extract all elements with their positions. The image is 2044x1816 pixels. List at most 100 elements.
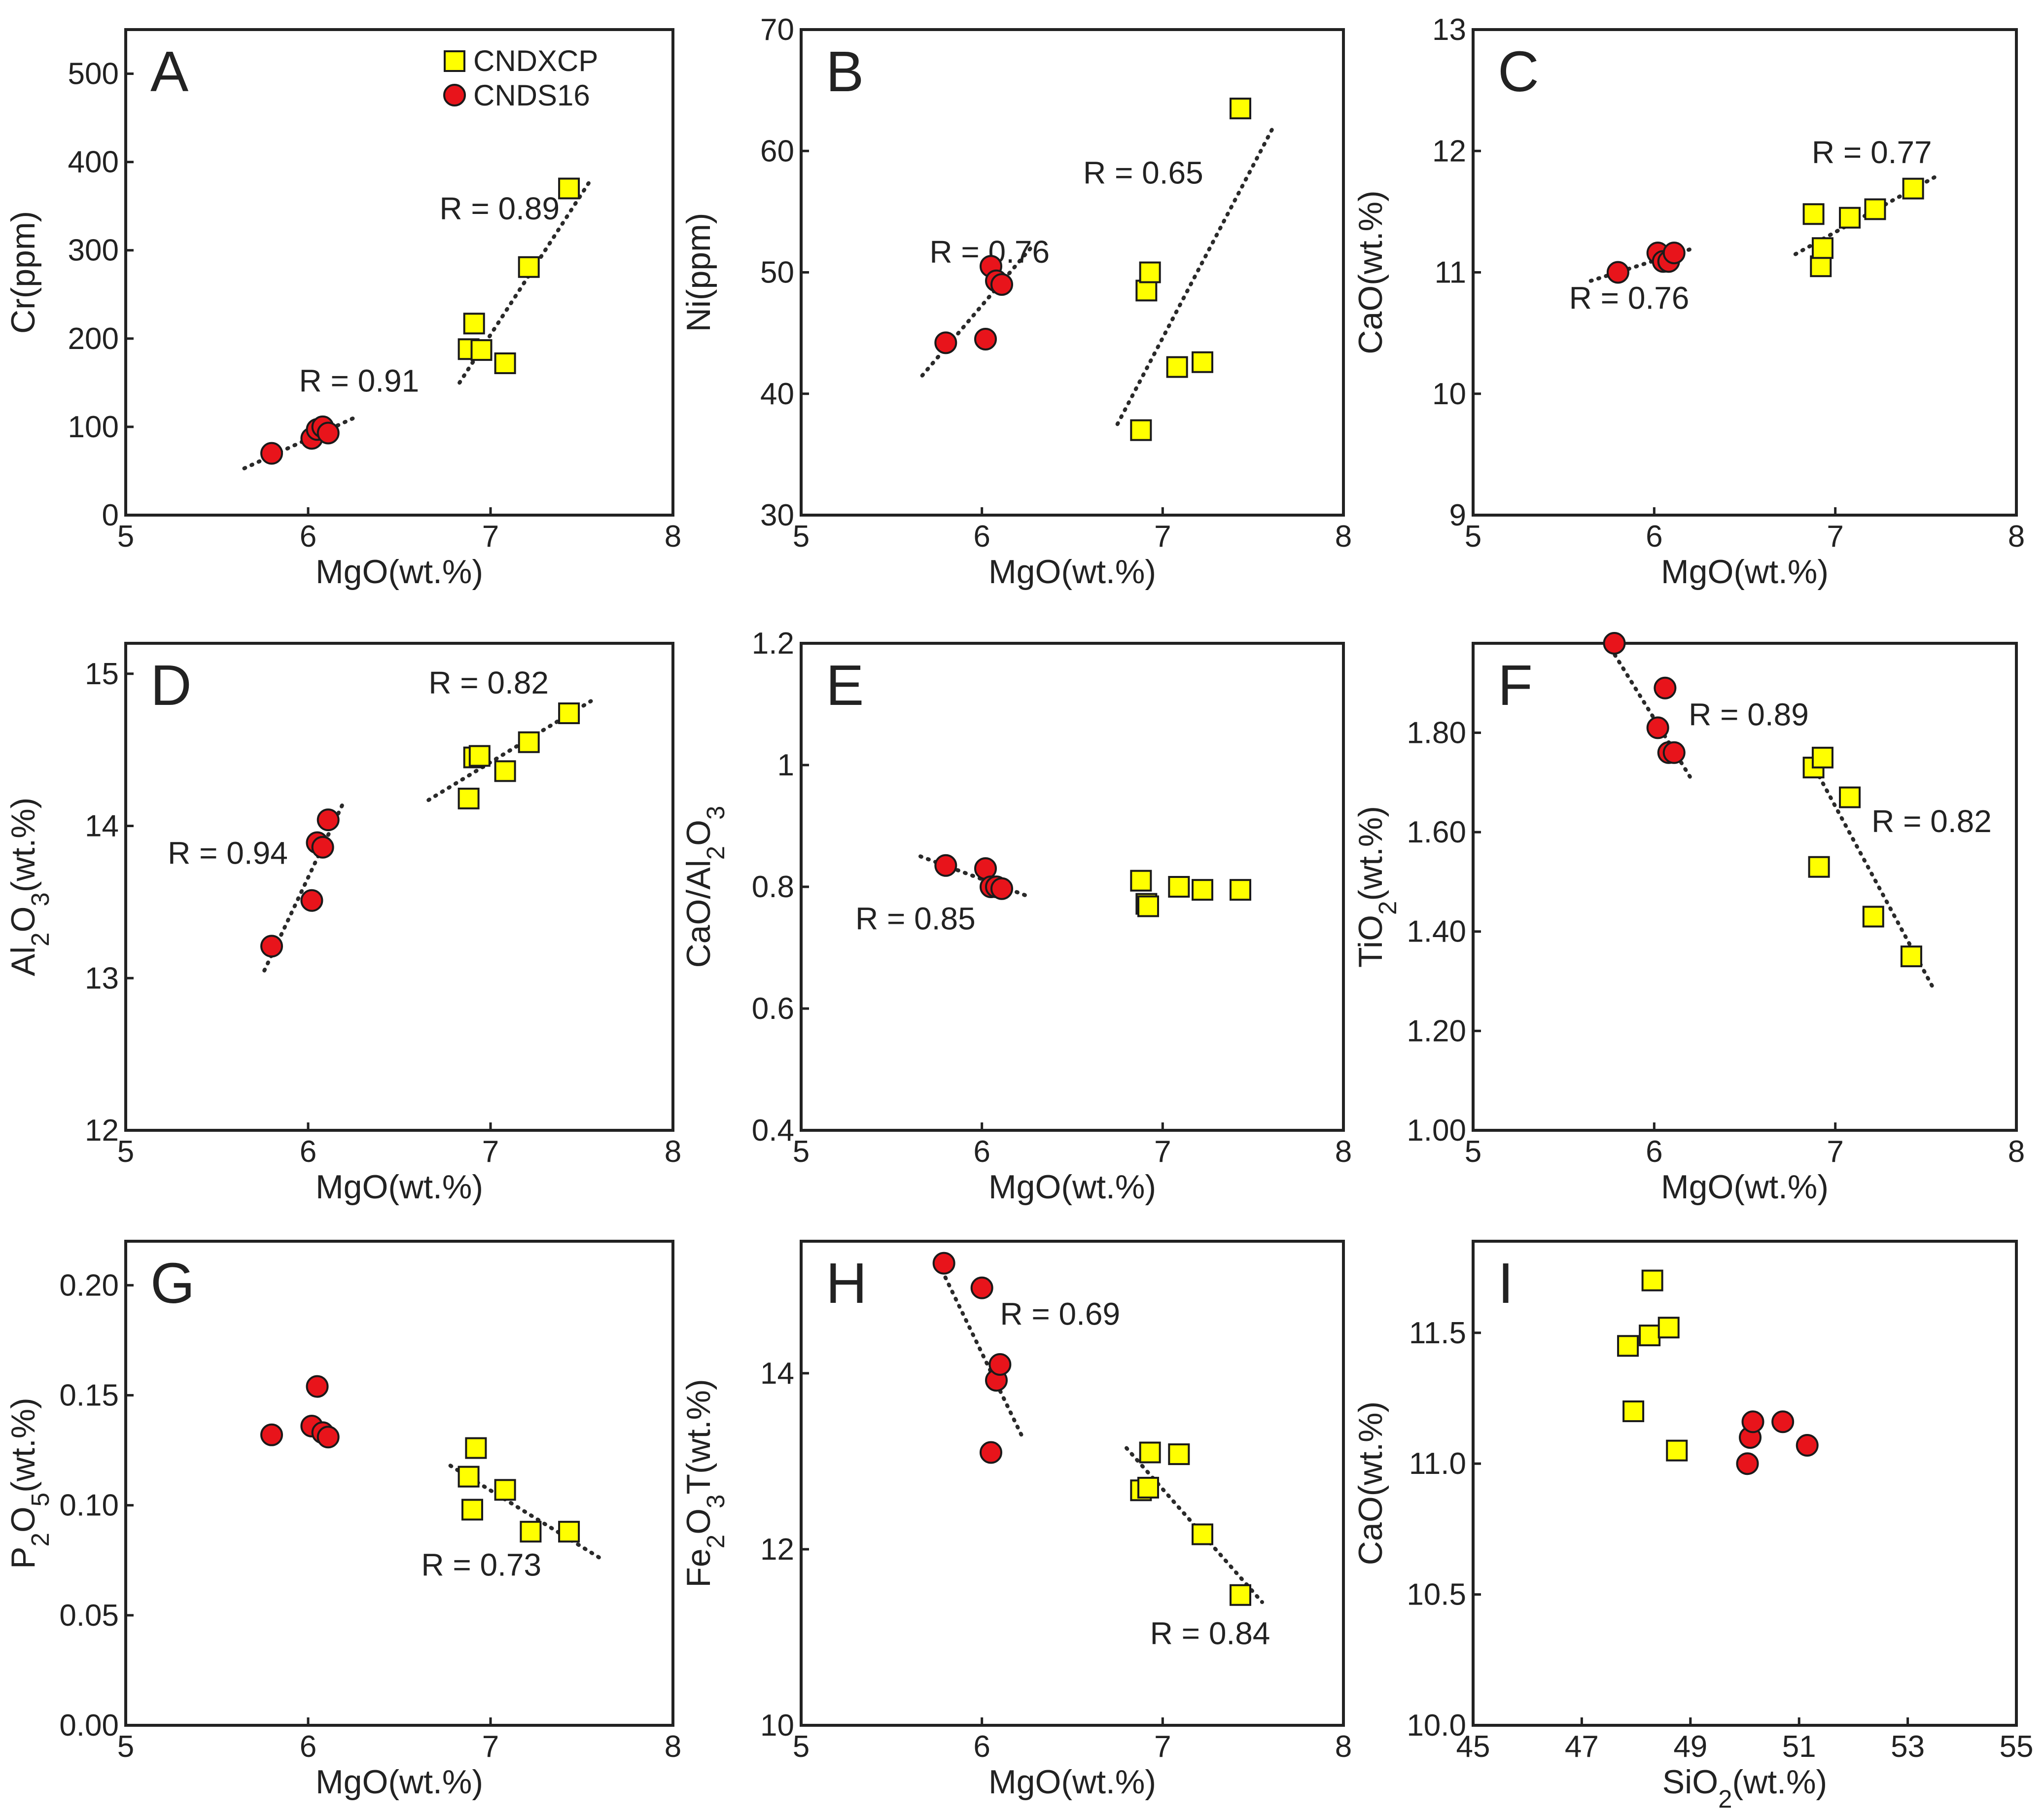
- r-value-label: R = 0.91: [299, 363, 420, 398]
- panel-g: 5 6 7 8 0.00 0.05 0.10 0.15 0.20 MgO(wt.%) P2O5(wt…: [4, 1240, 681, 1801]
- r-value-label: R = 0.85: [855, 901, 976, 936]
- panel-letter: D: [150, 653, 192, 717]
- cndxcp-point: [1230, 1584, 1251, 1606]
- cnds16-point: [1662, 741, 1686, 764]
- cndxcp-point: [1166, 356, 1188, 378]
- y-axis-label: CaO/Al2O3: [680, 806, 730, 968]
- r-value-label: R = 0.77: [1812, 135, 1932, 170]
- cndxcp-point: [494, 1479, 516, 1501]
- x-tick-label: 8: [1335, 1135, 1352, 1169]
- r-value-label: R = 0.69: [1000, 1296, 1120, 1332]
- y-tick-label: 0.00: [59, 1709, 119, 1743]
- y-tick-label: 1.2: [752, 627, 794, 661]
- cnds16-point: [1603, 632, 1626, 655]
- x-tick-label: 7: [1827, 520, 1843, 554]
- cnds16-point: [990, 877, 1013, 900]
- x-axis-label: MgO(wt.%): [316, 1763, 483, 1801]
- y-tick-label: 13: [1432, 13, 1466, 47]
- cndxcp-point: [1639, 1325, 1661, 1347]
- x-axis-label: MgO(wt.%): [316, 553, 483, 591]
- cndxcp-point: [1139, 1441, 1161, 1464]
- cnds16-point: [317, 421, 340, 445]
- x-tick-label: 7: [482, 1730, 499, 1764]
- cndxcp-point: [494, 352, 516, 374]
- y-tick-label: 0.8: [752, 870, 794, 904]
- legend-circle-marker: [443, 84, 466, 106]
- x-tick-label: 6: [973, 1730, 990, 1764]
- plot-frame: [1472, 642, 2018, 1132]
- cndxcp-point: [518, 731, 540, 753]
- x-tick-label: 6: [1646, 520, 1662, 554]
- cndxcp-point: [1139, 261, 1161, 283]
- y-tick-label: 12: [1432, 134, 1466, 168]
- y-tick-label: 30: [760, 498, 794, 532]
- cndxcp-point: [1900, 945, 1922, 968]
- y-tick-label: 100: [68, 410, 119, 444]
- cndxcp-point: [1137, 1476, 1159, 1499]
- x-tick-label: 6: [1646, 1135, 1662, 1169]
- cndxcp-point: [1230, 98, 1251, 120]
- panel-h: 5 6 7 8 10 12 14 MgO(wt.%) Fe2O3T(wt.%) H R = 0.69…: [680, 1240, 1352, 1801]
- r-value-label: R = 0.73: [421, 1547, 541, 1582]
- y-tick-label: 400: [68, 145, 119, 179]
- y-tick-label: 500: [68, 57, 119, 91]
- cnds16-point: [934, 854, 957, 877]
- cndxcp-point: [1137, 895, 1159, 917]
- y-tick-label: 0.6: [752, 992, 794, 1026]
- y-tick-label: 0.05: [59, 1599, 119, 1633]
- cndxcp-point: [1864, 198, 1886, 220]
- x-tick-label: 5: [1465, 1135, 1481, 1169]
- x-axis-label: MgO(wt.%): [988, 1763, 1156, 1801]
- y-tick-label: 0.15: [59, 1378, 119, 1412]
- r-value-label: R = 0.82: [428, 665, 549, 700]
- y-tick-label: 10.0: [1407, 1709, 1466, 1743]
- cnds16-point: [1606, 261, 1629, 284]
- y-tick-label: 12: [85, 1114, 119, 1148]
- panel-letter: C: [1498, 39, 1539, 104]
- cndxcp-point: [1666, 1439, 1688, 1462]
- x-tick-label: 5: [117, 1730, 134, 1764]
- y-tick-label: 14: [85, 809, 119, 843]
- y-axis-label: CaO(wt.%): [1352, 190, 1389, 354]
- plot-frame: [124, 28, 674, 517]
- x-tick-label: 8: [1335, 520, 1352, 554]
- trend-line: [936, 1261, 1025, 1441]
- panel-e: 5 6 7 8 0.4 0.6 0.8 1 1.2 MgO(wt.%) CaO/Al2O3 E R = …: [680, 627, 1352, 1206]
- cndxcp-point: [465, 1437, 487, 1459]
- panel-c: 5 6 7 8 9 10 11 12 13 MgO(wt.%) CaO(wt.%) C R = 0.76…: [1352, 13, 2025, 591]
- cnds16-point: [932, 1252, 955, 1275]
- r-value-label: R = 0.84: [1150, 1616, 1270, 1651]
- plot-frame: [800, 28, 1345, 517]
- cndxcp-point: [1641, 1269, 1663, 1292]
- cndxcp-point: [1811, 237, 1833, 259]
- cndxcp-point: [1862, 906, 1884, 928]
- panel-f: 5 6 7 8 1.00 1.20 1.40 1.60 1.80 MgO(wt.%) TiO2(wt…: [1352, 632, 2025, 1206]
- x-axis-label: MgO(wt.%): [988, 553, 1156, 591]
- cndxcp-point: [1657, 1317, 1680, 1339]
- x-tick-label: 6: [973, 1135, 990, 1169]
- cndxcp-point: [1230, 879, 1251, 901]
- x-tick-label: 6: [300, 1135, 317, 1169]
- x-axis-label: MgO(wt.%): [988, 1168, 1156, 1206]
- cnds16-point: [1741, 1410, 1764, 1433]
- cnds16-point: [1771, 1410, 1795, 1433]
- cnds16-point: [317, 1426, 340, 1449]
- legend-square-marker: [444, 50, 465, 72]
- cndxcp-point: [1617, 1335, 1639, 1357]
- cndxcp-point: [1808, 856, 1830, 878]
- panel-d: 5 6 7 8 12 13 14 15 MgO(wt.%) Al2O3(wt.%) D R = 0.9…: [4, 642, 681, 1206]
- y-axis-label: Fe2O3T(wt.%): [680, 1379, 730, 1587]
- cnds16-point: [1736, 1452, 1759, 1475]
- cnds16-point: [1654, 676, 1677, 699]
- cndxcp-point: [461, 1499, 483, 1521]
- cndxcp-point: [1192, 351, 1213, 373]
- r-value-label: R = 0.89: [1689, 697, 1809, 732]
- legend-cndxcp-label: CNDXCP: [473, 44, 598, 77]
- x-tick-label: 8: [2008, 1135, 2025, 1169]
- cndxcp-point: [518, 256, 540, 278]
- x-axis-label: MgO(wt.%): [316, 1168, 483, 1206]
- cndxcp-point: [558, 702, 580, 725]
- cndxcp-point: [558, 177, 580, 200]
- panel-letter: A: [150, 39, 189, 104]
